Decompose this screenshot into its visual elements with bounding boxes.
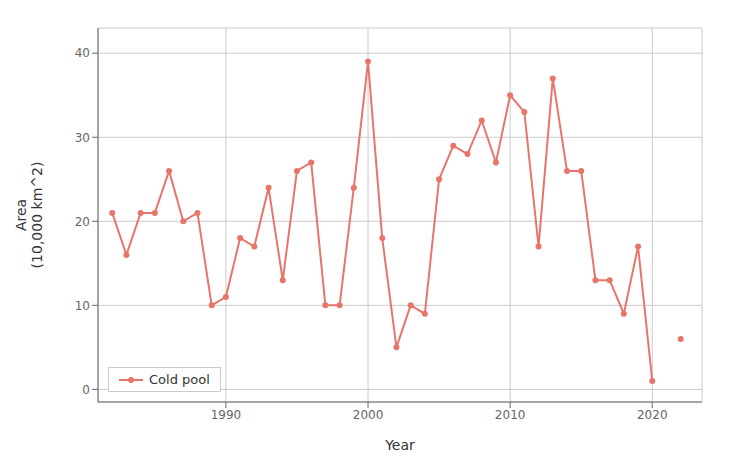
svg-text:2010: 2010 xyxy=(495,408,526,422)
svg-text:10: 10 xyxy=(75,299,90,313)
svg-text:40: 40 xyxy=(75,46,90,60)
svg-text:Area(10,000 km^2): Area(10,000 km^2) xyxy=(13,162,46,269)
svg-text:2020: 2020 xyxy=(637,408,668,422)
svg-text:2000: 2000 xyxy=(353,408,384,422)
svg-text:0: 0 xyxy=(82,383,90,397)
svg-text:20: 20 xyxy=(75,215,90,229)
svg-text:Year: Year xyxy=(384,437,415,453)
svg-text:1990: 1990 xyxy=(211,408,242,422)
html-text:Cold pool: Cold pool xyxy=(149,372,210,387)
svg-text:30: 30 xyxy=(75,131,90,145)
